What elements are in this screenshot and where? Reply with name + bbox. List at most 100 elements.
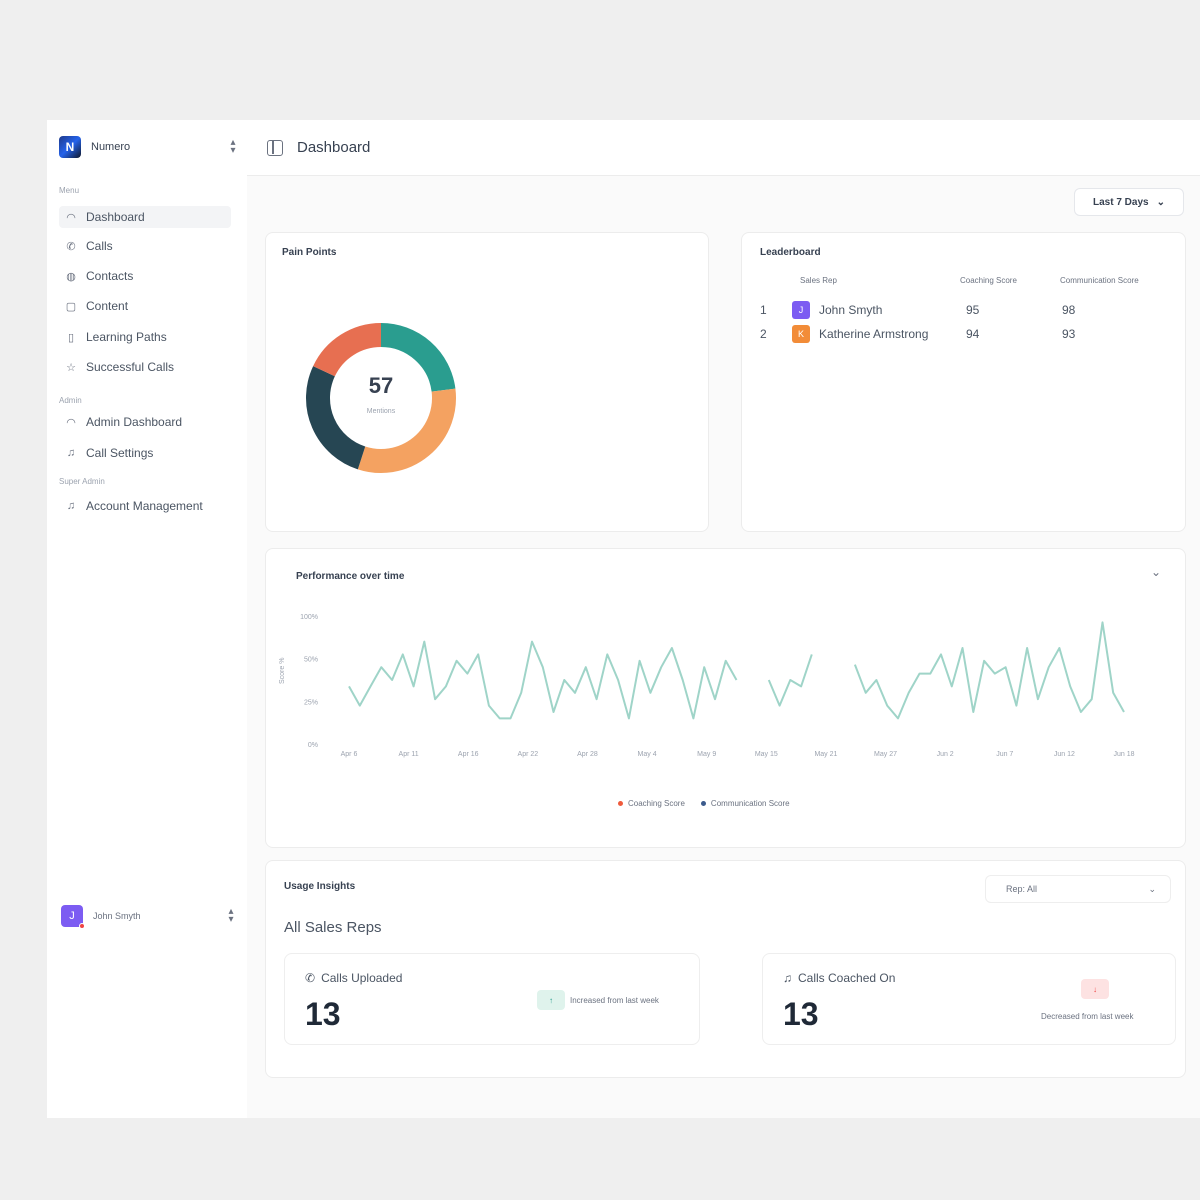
org-name: Numero (91, 141, 131, 153)
stat-card-calls-uploaded: ✆ Calls Uploaded 13 ↑ Increased from las… (284, 953, 700, 1045)
pain-points-card: Pain Points 57 Mentions (265, 232, 709, 532)
stat-value: 13 (783, 996, 819, 1032)
usage-subtitle: All Sales Reps (284, 919, 382, 936)
status-dot (79, 923, 85, 929)
headset-icon: ♫ (66, 500, 76, 512)
x-tick-label: Apr 22 (518, 751, 539, 758)
org-logo-icon: N (59, 136, 81, 158)
date-range-select[interactable]: Last 7 Days ⌄ (1074, 188, 1184, 216)
coaching-score: 95 (966, 303, 980, 317)
stat-label-text: Calls Uploaded (321, 971, 403, 985)
x-tick-label: Jun 2 (937, 751, 954, 758)
app-window: N Numero ▴ ▾ Menu ◠ Dashboard ✆ Calls ◍ C… (47, 120, 1200, 1118)
rep-filter-select[interactable]: Rep: All ⌄ (985, 875, 1171, 903)
user-name: John Smyth (93, 911, 141, 921)
globe-icon: ◍ (66, 270, 76, 283)
coaching-score: 94 (966, 327, 980, 341)
main-content: Dashboard Last 7 Days ⌄ Pain Points 57 M… (247, 120, 1200, 1118)
legend-label: Communication Score (710, 799, 790, 808)
x-tick-label: Apr 28 (577, 751, 598, 758)
x-tick-label: May 4 (638, 751, 657, 758)
donut-center-value: 57 (368, 373, 394, 398)
avatar: J (792, 301, 810, 319)
sidebar-item-contacts[interactable]: ◍ Contacts (59, 265, 231, 287)
x-tick-label: May 15 (755, 751, 778, 758)
legend-item-coaching[interactable]: Coaching Score (618, 799, 685, 808)
x-tick-label: May 9 (697, 751, 716, 758)
avatar: K (792, 325, 810, 343)
rep-name[interactable]: John Smyth (819, 303, 883, 317)
avatar-initial: J (69, 910, 75, 922)
y-tick-label: 100% (300, 614, 318, 621)
avatar: J (61, 905, 85, 929)
rank: 2 (760, 327, 767, 341)
x-tick-label: May 21 (814, 751, 837, 758)
col-sales-rep: Sales Rep (800, 276, 837, 285)
rep-name[interactable]: Katherine Armstrong (819, 327, 929, 341)
legend-item-communication[interactable]: Communication Score (700, 799, 790, 808)
y-tick-label: 0% (308, 742, 318, 749)
stat-label: ✆ Calls Uploaded (305, 971, 402, 985)
donut-segment[interactable] (380, 323, 456, 393)
chevrons-updown-icon: ▴ ▾ (228, 906, 234, 925)
stat-value: 13 (305, 996, 341, 1032)
donut-segment[interactable] (306, 366, 366, 470)
chevrons-updown-icon: ▴ ▾ (230, 137, 236, 156)
performance-title: Performance over time (296, 571, 405, 582)
sidebar-item-calls[interactable]: ✆ Calls (59, 235, 231, 257)
x-tick-label: Apr 11 (399, 751, 419, 758)
sidebar-item-dashboard[interactable]: ◠ Dashboard (59, 206, 231, 228)
clipboard-icon: ▢ (65, 300, 77, 313)
communication-score: 93 (1062, 327, 1076, 341)
stat-card-calls-coached: ♫ Calls Coached On 13 ↓ Decreased from l… (762, 953, 1176, 1045)
chevron-down-icon[interactable]: ⌄ (1150, 565, 1161, 579)
sidebar-item-call-settings[interactable]: ♫ Call Settings (59, 442, 231, 464)
sidebar-item-content[interactable]: ▢ Content (59, 295, 231, 317)
pain-points-donut (306, 323, 456, 473)
donut-segment[interactable] (357, 388, 456, 473)
phone-incoming-icon: ✆ (305, 971, 316, 985)
x-tick-label: Jun 12 (1054, 751, 1075, 758)
leaderboard-title: Leaderboard (760, 247, 821, 258)
y-axis-label: Score % (279, 658, 286, 684)
x-tick-label: Jun 18 (1113, 751, 1134, 758)
col-coaching-score: Coaching Score (960, 276, 1017, 285)
performance-card: Performance over time ⌄ Score % 100% 50% 25… (265, 548, 1186, 848)
x-tick-label: Apr 6 (341, 751, 358, 758)
usage-title: Usage Insights (284, 881, 356, 892)
sidebar-item-label: Learning Paths (86, 330, 167, 344)
book-icon: ▯ (67, 331, 75, 344)
sidebar-item-learning-paths[interactable]: ▯ Learning Paths (59, 326, 231, 348)
donut-segment[interactable] (313, 323, 382, 377)
rep-filter-value: Rep: All (1006, 884, 1038, 894)
sidebar-item-successful-calls[interactable]: ☆ Successful Calls (59, 356, 231, 378)
col-communication-score: Communication Score (1060, 276, 1139, 285)
trend-down-badge: ↓ (1081, 979, 1109, 999)
rank: 1 (760, 303, 767, 317)
user-menu[interactable]: J John Smyth ▴ ▾ (61, 904, 237, 929)
stat-label: ♫ Calls Coached On (783, 971, 895, 985)
usage-insights-card: Usage Insights Rep: All ⌄ All Sales Reps… (265, 860, 1186, 1078)
super-admin-section-label: Super Admin (59, 477, 105, 486)
chevron-down-icon: ⌄ (1148, 883, 1156, 894)
gauge-icon: ◠ (66, 211, 76, 224)
donut-center-label: Mentions (366, 408, 396, 415)
sidebar-item-label: Admin Dashboard (86, 415, 183, 429)
trend-note: Increased from last week (570, 996, 659, 1005)
star-icon: ☆ (66, 361, 76, 374)
y-tick-label: 25% (304, 699, 318, 706)
sidebar-item-admin-dashboard[interactable]: ◠ Admin Dashboard (59, 411, 231, 433)
date-range-value: Last 7 Days (1093, 196, 1149, 208)
series-line-communication[interactable] (348, 621, 1125, 720)
communication-score: 98 (1062, 303, 1076, 317)
gauge-icon: ◠ (66, 416, 76, 429)
sidebar-item-account-management[interactable]: ♫ Account Management (59, 495, 231, 517)
y-tick-label: 50% (304, 657, 318, 664)
menu-section-label: Menu (59, 186, 80, 195)
sidebar-item-label: Calls (86, 239, 113, 253)
sidebar-item-label: Dashboard (86, 210, 145, 224)
headset-icon: ♫ (66, 447, 76, 459)
trend-note: Decreased from last week (1041, 1012, 1134, 1021)
sidebar-toggle-icon[interactable] (267, 139, 283, 156)
org-switcher[interactable]: N Numero ▴ ▾ (59, 134, 239, 160)
